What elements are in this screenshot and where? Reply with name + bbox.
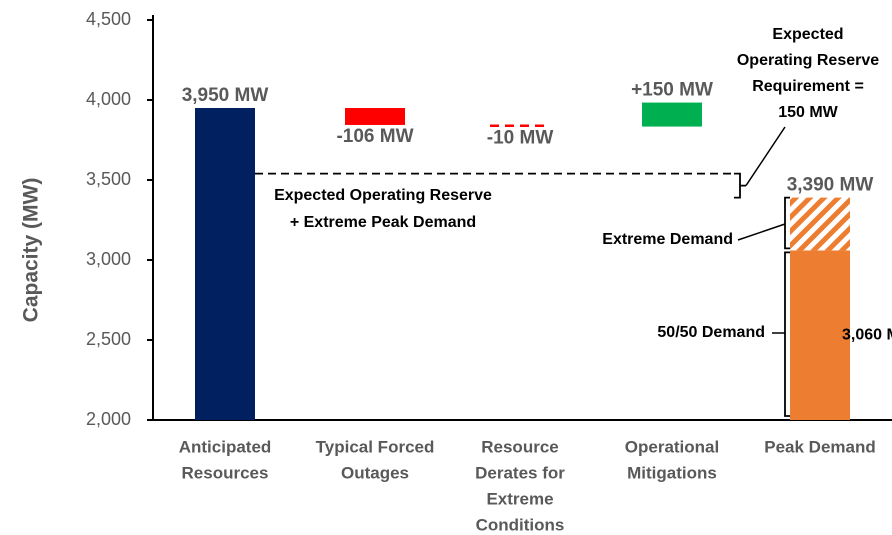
y-tick-label: 2,000: [86, 409, 131, 429]
leader: [745, 126, 786, 187]
bar: [790, 250, 850, 420]
leader: [737, 223, 786, 241]
bar: [642, 102, 702, 127]
y-tick-label: 4,500: [86, 9, 131, 29]
bracket: [784, 196, 790, 250]
y-tick-label: 3,000: [86, 249, 131, 269]
bar: [195, 108, 255, 420]
annotation: Operating Reserve: [737, 52, 879, 69]
bar: [345, 108, 405, 125]
x-tick-label: Anticipated: [179, 437, 272, 456]
total-label: 3,390 MW: [787, 175, 874, 196]
value-label: +150 MW: [631, 80, 713, 101]
annotation: Extreme Demand: [602, 231, 733, 248]
annotation: 150 MW: [778, 104, 838, 121]
value-label: 3,950 MW: [182, 85, 269, 106]
x-tick-label: Operational: [625, 437, 719, 456]
x-tick-label: Derates for: [475, 463, 565, 482]
x-tick-label: Resource: [481, 437, 558, 456]
annotation: Expected: [772, 26, 843, 43]
extreme-demand-bar: [790, 197, 850, 251]
x-tick-label: Resources: [182, 463, 269, 482]
y-tick-label: 3,500: [86, 169, 131, 189]
annotation: 50/50 Demand: [657, 324, 765, 341]
x-tick-label: Peak Demand: [764, 437, 876, 456]
x-tick-label: Conditions: [476, 515, 565, 534]
x-tick-label: Outages: [341, 463, 409, 482]
bracket: [734, 172, 746, 199]
y-tick-label: 2,500: [86, 329, 131, 349]
annotation: Expected Operating Reserve: [274, 187, 492, 204]
annotation: + Extreme Peak Demand: [290, 214, 476, 231]
x-tick-label: Extreme: [486, 489, 553, 508]
y-tick-label: 4,000: [86, 89, 131, 109]
annotation: Requirement =: [752, 78, 864, 95]
x-tick-label: Typical Forced: [316, 437, 435, 456]
bracket: [784, 251, 790, 417]
y-axis-label: Capacity (MW): [20, 178, 43, 323]
value-label: -106 MW: [336, 126, 413, 147]
value-label: 3,060 MW: [842, 326, 892, 343]
value-label: -10 MW: [487, 128, 554, 149]
x-tick-label: Mitigations: [627, 463, 717, 482]
